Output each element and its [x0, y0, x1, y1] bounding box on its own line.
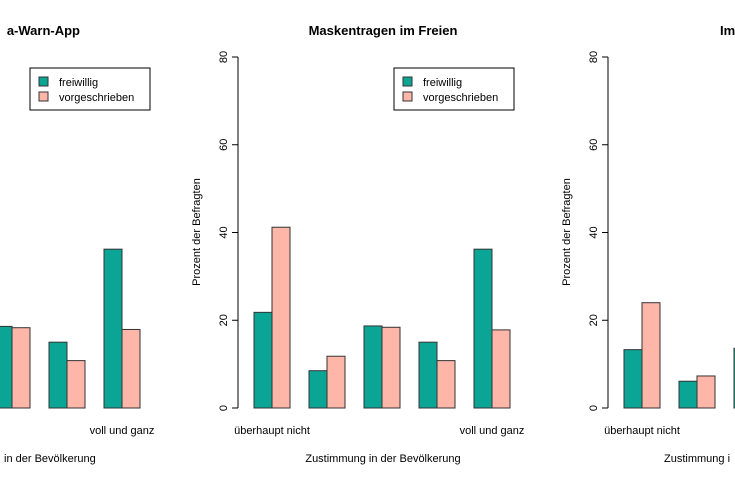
bar-vorgeschrieben: [696, 375, 716, 409]
x-tick-label: voll und ganz: [460, 425, 525, 437]
bar-freiwillig: [418, 341, 438, 409]
legend-swatch: [402, 91, 413, 102]
legend-box: [29, 67, 151, 111]
x-axis-label: in der Bevölkerung: [4, 453, 96, 465]
legend-label: freiwillig: [423, 77, 462, 89]
panel-title: Im: [720, 23, 735, 38]
bar-freiwillig: [103, 248, 123, 409]
y-tick-label: 20: [588, 314, 600, 326]
bar-freiwillig: [678, 380, 698, 409]
y-tick-label: 0: [218, 405, 230, 411]
bar-freiwillig: [363, 325, 383, 409]
y-axis-label: Prozent der Befragten: [191, 178, 203, 286]
bar-freiwillig: [48, 341, 68, 409]
panel-title: a-Warn-App: [7, 23, 80, 38]
bar-freiwillig: [308, 370, 328, 409]
bar-freiwillig: [473, 248, 493, 409]
bar-vorgeschrieben: [121, 328, 141, 409]
legend-box: [393, 67, 515, 111]
legend-swatch: [38, 76, 49, 87]
y-tick-label: 80: [218, 51, 230, 63]
panel-title: Maskentragen im Freien: [309, 23, 458, 38]
y-tick-label: 80: [588, 51, 600, 63]
y-axis-label: Prozent der Befragten: [561, 178, 573, 286]
bar-vorgeschrieben: [66, 360, 86, 409]
bar-vorgeschrieben: [271, 226, 291, 409]
bar-freiwillig: [253, 311, 273, 409]
bar-vorgeschrieben: [641, 302, 661, 409]
y-tick-label: 40: [588, 226, 600, 238]
bar-vorgeschrieben: [326, 355, 346, 409]
legend-label: vorgeschrieben: [423, 92, 498, 104]
y-tick-label: 20: [218, 314, 230, 326]
bar-vorgeschrieben: [11, 327, 31, 409]
bar-vorgeschrieben: [381, 326, 401, 409]
y-tick-label: 60: [588, 139, 600, 151]
bar-vorgeschrieben: [491, 329, 511, 409]
x-tick-label: überhaupt nicht: [604, 425, 680, 437]
y-tick-label: 40: [218, 226, 230, 238]
bar-freiwillig: [0, 325, 13, 409]
legend-swatch: [38, 91, 49, 102]
x-tick-label: überhaupt nicht: [234, 425, 310, 437]
y-tick-label: 60: [218, 139, 230, 151]
bar-vorgeschrieben: [436, 360, 456, 409]
x-tick-label: voll und ganz: [90, 425, 155, 437]
x-axis-label: Zustimmung i: [664, 453, 730, 465]
y-tick-label: 0: [588, 405, 600, 411]
x-axis-label: Zustimmung in der Bevölkerung: [305, 453, 460, 465]
legend-label: freiwillig: [59, 77, 98, 89]
bar-freiwillig: [623, 349, 643, 409]
legend-swatch: [402, 76, 413, 87]
legend-label: vorgeschrieben: [59, 92, 134, 104]
